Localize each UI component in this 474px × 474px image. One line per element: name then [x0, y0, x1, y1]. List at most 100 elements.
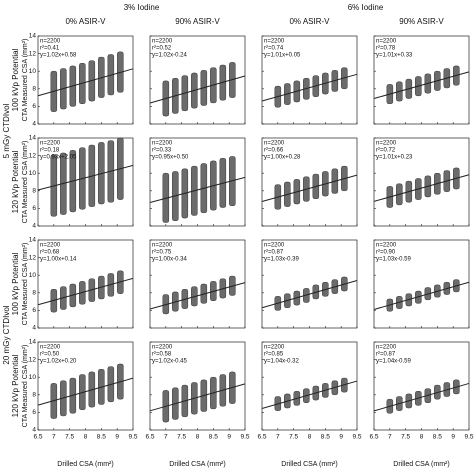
- x-tick-label: 6.5: [33, 434, 42, 441]
- fit-line: [37, 164, 134, 191]
- annotation: r²=0.18: [40, 148, 60, 154]
- annotation: y=1.00x-0.34: [152, 257, 188, 263]
- x-tick-label: 8: [420, 434, 424, 441]
- y-tick-label: 12: [29, 152, 37, 159]
- annotation: n=2200: [376, 243, 397, 249]
- x-tick-label: 9: [339, 434, 343, 441]
- x-tick-label: 9.5: [352, 434, 361, 441]
- x-axis-label: Drilled CSA (mm²): [393, 461, 449, 468]
- annotation: n=2200: [152, 345, 173, 351]
- annotation: r²=0.58: [152, 352, 172, 358]
- column-title: 0% ASIR-V: [65, 17, 106, 26]
- annotation: r²=0.87: [376, 352, 396, 358]
- column-title: 0% ASIR-V: [289, 17, 330, 26]
- annotation: r²=0.68: [40, 250, 60, 256]
- y-tick-label: 6: [32, 103, 36, 110]
- y-tick-label: 12: [29, 254, 37, 261]
- y-tick-label: 14: [29, 237, 37, 244]
- y-axis-label: CTA Measured CSA (mm²): [22, 243, 29, 326]
- annotation: y=1.02x-0.24: [152, 53, 188, 59]
- x-tick-label: 7: [164, 434, 168, 441]
- y-tick-label: 10: [29, 170, 37, 177]
- dose-label: 20 mGy CTDIvol: [2, 305, 11, 364]
- x-tick-label: 6.5: [145, 434, 154, 441]
- annotation: y=0.95x+0.50: [152, 155, 189, 161]
- annotation: y=1.03x-0.59: [376, 257, 412, 263]
- fit-line: [373, 71, 470, 100]
- fit-line: [37, 377, 134, 406]
- x-tick-label: 7.5: [65, 434, 74, 441]
- annotation: r²=0.50: [40, 352, 60, 358]
- annotation: y=1.02x+0.58: [40, 53, 77, 59]
- y-tick-label: 8: [32, 290, 36, 297]
- annotation: y=1.02x-0.45: [152, 359, 188, 365]
- annotation: n=2200: [152, 243, 173, 249]
- annotation: r²=0.72: [376, 148, 396, 154]
- x-axis-label: Drilled CSA (mm²): [281, 461, 337, 468]
- annotation: n=2200: [152, 39, 173, 45]
- x-tick-label: 9: [451, 434, 455, 441]
- y-axis-label: CTA Measured CSA (mm²): [22, 345, 29, 428]
- annotation: n=2200: [264, 141, 285, 147]
- annotation: r²=0.74: [264, 46, 284, 52]
- y-tick-label: 6: [32, 205, 36, 212]
- annotation: r²=0.33: [152, 148, 172, 154]
- y-tick-label: 8: [32, 188, 36, 195]
- x-tick-label: 8: [84, 434, 88, 441]
- y-tick-label: 14: [29, 33, 37, 40]
- y-tick-label: 8: [32, 392, 36, 399]
- x-tick-label: 7: [52, 434, 56, 441]
- fit-line: [373, 281, 470, 310]
- annotation: n=2200: [40, 345, 61, 351]
- column-title: 90% ASIR-V: [175, 17, 220, 26]
- x-tick-label: 9.5: [240, 434, 249, 441]
- y-axis-label: CTA Measured CSA (mm²): [22, 39, 29, 122]
- x-tick-label: 7.5: [177, 434, 186, 441]
- fit-line: [37, 68, 134, 97]
- fit-line: [373, 382, 470, 412]
- fit-line: [261, 280, 358, 309]
- row-title: 100 kVp Potential: [11, 48, 20, 111]
- column-title: 90% ASIR-V: [399, 17, 444, 26]
- x-tick-label: 7.5: [289, 434, 298, 441]
- annotation: y=1.04x-0.59: [376, 359, 412, 365]
- annotation: n=2200: [264, 39, 285, 45]
- group-title: 6% Iodine: [348, 3, 384, 12]
- annotation: r²=0.52: [152, 46, 172, 52]
- annotation: r²=0.75: [152, 250, 172, 256]
- y-tick-label: 12: [29, 356, 37, 363]
- x-tick-label: 9.5: [464, 434, 473, 441]
- y-tick-label: 8: [32, 86, 36, 93]
- y-axis-label: CTA Measured CSA (mm²): [22, 141, 29, 224]
- annotation: r²=0.85: [264, 352, 284, 358]
- annotation: n=2200: [376, 141, 397, 147]
- annotation: n=2200: [264, 345, 285, 351]
- annotation: n=2200: [40, 39, 61, 45]
- y-tick-label: 4: [32, 223, 36, 230]
- annotation: y=0.93x+2.05: [40, 155, 77, 161]
- fit-line: [149, 282, 246, 310]
- y-tick-label: 14: [29, 135, 37, 142]
- annotation: n=2200: [152, 141, 173, 147]
- row-title: 100 kVp Potential: [11, 252, 20, 315]
- x-tick-label: 8: [196, 434, 200, 441]
- x-tick-label: 8.5: [97, 434, 106, 441]
- y-tick-label: 10: [29, 374, 37, 381]
- annotation: n=2200: [264, 243, 285, 249]
- annotation: r²=0.90: [376, 250, 396, 256]
- x-tick-label: 6.5: [369, 434, 378, 441]
- fit-line: [261, 174, 358, 203]
- x-axis-label: Drilled CSA (mm²): [57, 461, 113, 468]
- y-tick-label: 4: [32, 427, 36, 434]
- y-tick-label: 4: [32, 325, 36, 332]
- annotation: r²=0.78: [376, 46, 396, 52]
- x-tick-label: 9: [115, 434, 119, 441]
- x-tick-label: 8.5: [321, 434, 330, 441]
- x-tick-label: 7.5: [401, 434, 410, 441]
- annotation: n=2200: [40, 141, 61, 147]
- annotation: r²=0.66: [264, 148, 284, 154]
- x-tick-label: 7: [388, 434, 392, 441]
- annotation: r²=0.87: [264, 250, 284, 256]
- fit-line: [261, 380, 358, 410]
